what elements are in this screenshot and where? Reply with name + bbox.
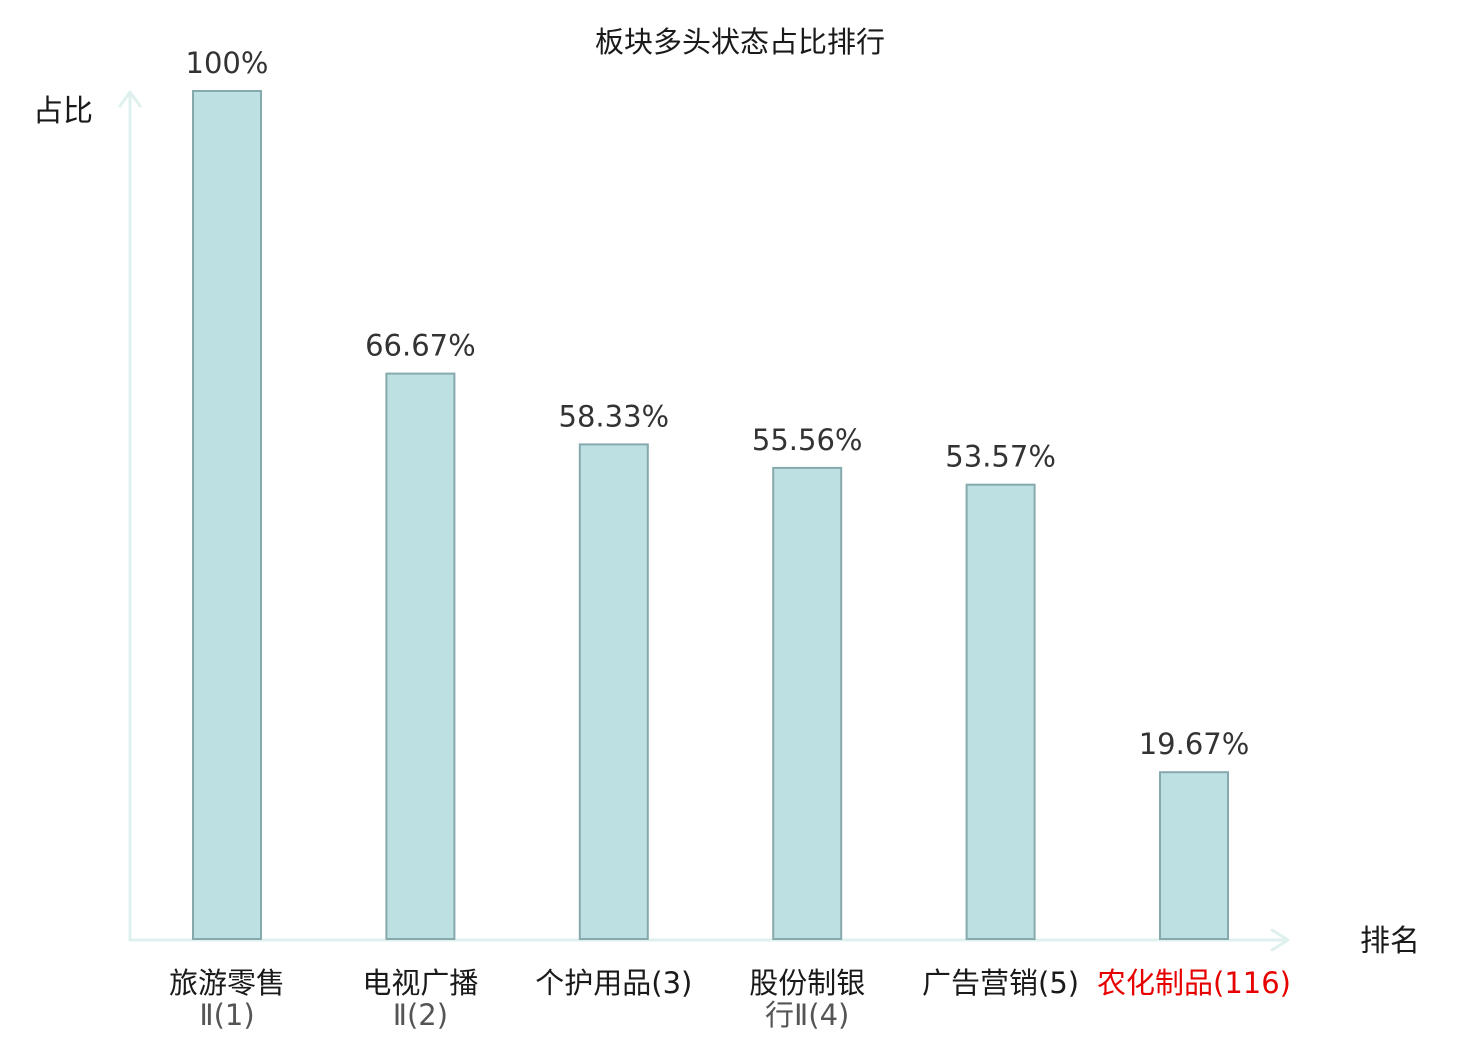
axes (118, 90, 1290, 952)
category-rank-label-2: Ⅱ(2) (393, 998, 448, 1032)
bar-3 (578, 443, 649, 940)
bar-4 (772, 466, 843, 940)
x-axis-title: 排名 (1360, 924, 1420, 959)
category-label-2: 电视广播 (362, 966, 478, 1000)
x-axis-arrow (1270, 928, 1290, 952)
category-rank-label-1: Ⅱ(1) (199, 998, 254, 1032)
value-label-5: 53.57% (945, 440, 1056, 474)
category-label-1: 旅游零售 (169, 966, 285, 1000)
chart-title: 板块多头状态占比排行 (595, 25, 885, 59)
category-label-6: 农化制品(116) (1097, 966, 1291, 1000)
value-label-6: 19.67% (1139, 727, 1250, 761)
category-rank-label-4: 行Ⅱ(4) (765, 998, 849, 1032)
value-label-1: 100% (186, 46, 269, 80)
value-label-3: 58.33% (559, 399, 670, 433)
bars-group (192, 90, 1229, 941)
category-label-5: 广告营销(5) (922, 966, 1079, 1000)
value-labels-group: 100% 66.67% 58.33% 55.56% 53.57% 19.67% (186, 46, 1250, 761)
category-label-4: 股份制银 (749, 966, 865, 1000)
y-axis-title: 占比 (33, 94, 93, 129)
y-axis-arrow (118, 90, 142, 108)
category-label-3: 个护用品(3) (535, 966, 692, 1000)
bar-5 (965, 483, 1036, 940)
value-label-4: 55.56% (752, 423, 863, 457)
bar-1 (192, 90, 262, 940)
bar-2 (385, 372, 456, 941)
value-label-2: 66.67% (365, 329, 476, 363)
bar-6 (1159, 771, 1229, 941)
